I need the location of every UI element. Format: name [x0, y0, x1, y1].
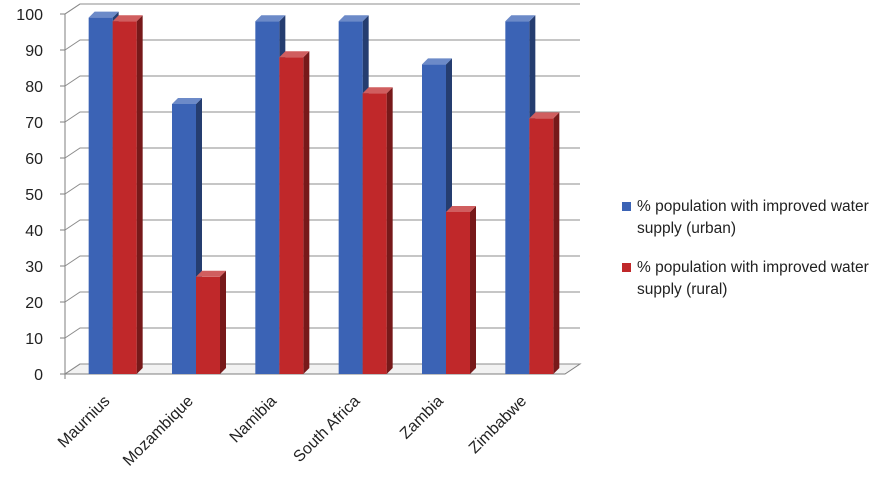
gridline: [64, 3, 580, 15]
y-tick-label: 100: [16, 7, 43, 24]
legend-item-urban: % population with improved water supply …: [622, 196, 892, 240]
legend-label-urban: % population with improved water supply …: [637, 198, 869, 237]
gridline: [64, 39, 580, 51]
x-category-label: South Africa: [290, 393, 363, 466]
x-category-label: Maurnius: [55, 393, 114, 452]
gridline: [64, 75, 580, 87]
y-tick-label: 90: [25, 43, 43, 60]
gridline: [64, 255, 580, 267]
x-category-label: Zimbabwe: [466, 393, 530, 457]
x-axis-category-labels: Maurnius Mozambique Namibia South Africa Zam…: [55, 393, 530, 470]
y-tick-label: 50: [25, 187, 43, 204]
bar-rural-zimbabwe: [529, 112, 560, 375]
gridline: [64, 111, 580, 123]
bar-rural-south-africa: [362, 87, 393, 374]
x-category-label: Zambia: [397, 393, 447, 443]
bar-rural-mozambique: [196, 270, 226, 374]
y-tick-label: 20: [25, 295, 43, 312]
y-tick-label: 40: [25, 223, 43, 240]
legend: % population with improved water supply …: [622, 196, 892, 318]
y-tick-label: 70: [25, 115, 43, 132]
bar-rural-namibia: [279, 51, 310, 374]
gridline: [64, 291, 580, 303]
y-axis-tick-labels: 0 10 20 30 40 50 60 70 80 90 100: [16, 7, 43, 384]
y-tick-label: 80: [25, 79, 43, 96]
bar-rural-zambia: [446, 206, 476, 374]
bar-series: [88, 11, 560, 375]
y-tick-label: 0: [34, 367, 43, 384]
bar-rural-maurnius: [112, 15, 143, 374]
y-tick-label: 10: [25, 331, 43, 348]
gridline: [64, 327, 580, 339]
x-category-label: Mozambique: [120, 393, 197, 470]
legend-label-rural: % population with improved water supply …: [637, 259, 869, 298]
legend-item-rural: % population with improved water supply …: [622, 257, 892, 301]
y-tick-label: 60: [25, 151, 43, 168]
legend-swatch-rural: [622, 263, 631, 272]
x-category-label: Namibia: [227, 393, 281, 447]
gridline: [64, 147, 580, 159]
gridline: [64, 183, 580, 195]
gridline: [64, 219, 580, 231]
legend-swatch-urban: [622, 202, 631, 211]
y-tick-label: 30: [25, 259, 43, 276]
gridline: [64, 363, 580, 375]
